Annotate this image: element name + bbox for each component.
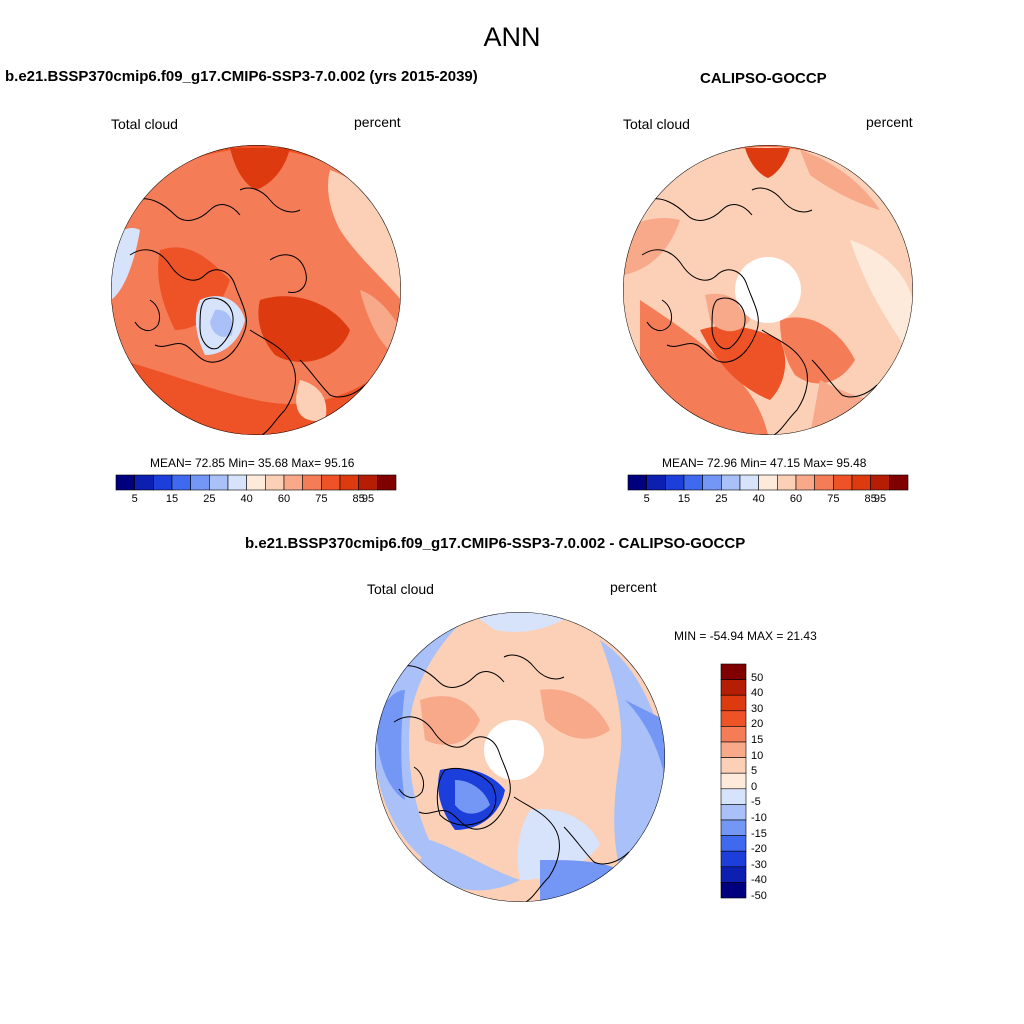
colorbar-difference-tick-label: 0 xyxy=(751,780,758,793)
panel-2-units-label: percent xyxy=(866,114,913,130)
colorbar-observations-tick-label: 25 xyxy=(715,493,728,505)
colorbar-difference-swatch xyxy=(720,772,747,790)
colorbar-model-swatch xyxy=(115,474,135,491)
panel-2-stats: MEAN= 72.96 Min= 47.15 Max= 95.48 xyxy=(662,456,867,470)
colorbar-difference-tick-label: 40 xyxy=(751,687,764,700)
panel-1-units-label: percent xyxy=(354,114,401,130)
colorbar-observations-tick-label: 95 xyxy=(873,493,887,505)
colorbar-model-tick-label: 5 xyxy=(131,493,138,505)
colorbar-observations-tick-label: 40 xyxy=(752,493,765,505)
map-difference xyxy=(375,612,665,902)
colorbar-observations-tick-label: 15 xyxy=(677,493,691,505)
colorbar-difference-tick-label: -30 xyxy=(751,858,767,871)
colorbar-difference-swatch xyxy=(720,866,747,883)
colorbar-model-swatch xyxy=(377,474,397,491)
colorbar-difference-tick-label: -10 xyxy=(751,812,767,824)
colorbar-model-tick-label: 75 xyxy=(315,493,328,505)
colorbar-difference-swatch xyxy=(720,663,747,680)
colorbar-model-swatch xyxy=(246,474,266,491)
colorbar-model-tick-label: 95 xyxy=(361,493,375,505)
colorbar-observations-swatch xyxy=(627,474,647,491)
colorbar-observations-swatch xyxy=(702,474,722,491)
colorbar-model-swatch xyxy=(302,474,322,491)
colorbar-model-swatch xyxy=(153,474,173,491)
colorbar-observations-swatch xyxy=(721,474,741,491)
colorbar-observations-swatch xyxy=(814,474,834,491)
colorbar-observations-swatch xyxy=(851,474,871,491)
colorbar-difference-tick-label: -20 xyxy=(751,843,767,856)
colorbar-model-swatch xyxy=(321,474,341,491)
colorbar-observations-swatch xyxy=(683,474,703,491)
colorbar-observations-tick-label: 60 xyxy=(789,493,803,505)
map-model xyxy=(111,145,401,435)
colorbar-difference-swatch xyxy=(720,882,747,899)
colorbar-observations-swatch xyxy=(758,474,778,491)
colorbar-observations-swatch xyxy=(665,474,685,491)
panel-1-variable-label: Total cloud xyxy=(111,116,178,132)
colorbar-difference-tick-label: 30 xyxy=(751,702,764,715)
colorbar-difference xyxy=(720,663,747,899)
colorbar-difference-tick-label: -40 xyxy=(751,874,767,887)
colorbar-difference-swatch xyxy=(720,850,747,868)
colorbar-model-swatch xyxy=(171,474,191,491)
colorbar-difference-swatch xyxy=(720,819,747,836)
colorbar-difference-swatch xyxy=(720,757,747,774)
colorbar-observations xyxy=(627,474,909,491)
colorbar-model-tick-label: 25 xyxy=(203,493,216,505)
colorbar-observations-swatch xyxy=(795,474,815,491)
colorbar-observations-swatch xyxy=(870,474,890,491)
colorbar-difference-tick-label: 5 xyxy=(751,765,758,778)
colorbar-observations-swatch xyxy=(889,474,909,491)
colorbar-model-swatch xyxy=(134,474,154,491)
panel-2-variable-label: Total cloud xyxy=(623,116,690,132)
colorbar-model-swatch xyxy=(283,474,303,491)
colorbar-difference-swatch xyxy=(720,710,747,727)
colorbar-model-swatch xyxy=(339,474,359,491)
panel-3-variable-label: Total cloud xyxy=(367,581,434,597)
colorbar-observations-swatch xyxy=(777,474,797,491)
colorbar-difference-swatch xyxy=(720,679,747,696)
colorbar-difference-swatch xyxy=(720,694,747,712)
colorbar-observations-swatch xyxy=(739,474,759,491)
colorbar-difference-swatch xyxy=(720,804,747,821)
panel-3-units-label: percent xyxy=(610,579,657,595)
colorbar-observations-tick-label: 5 xyxy=(643,493,650,505)
panel-1-title: b.e21.BSSP370cmip6.f09_g17.CMIP6-SSP3-7.… xyxy=(5,68,478,85)
colorbar-difference-tick-label: 20 xyxy=(751,718,764,731)
panel-2-title: CALIPSO-GOCCP xyxy=(700,70,827,87)
colorbar-difference-tick-label: -5 xyxy=(751,796,761,809)
colorbar-model xyxy=(115,474,397,491)
colorbar-model-swatch xyxy=(358,474,378,491)
colorbar-observations-swatch xyxy=(833,474,853,491)
colorbar-observations-tick-label: 85 xyxy=(864,493,877,505)
colorbar-model-swatch xyxy=(190,474,210,491)
panel-3-stats: MIN = -54.94 MAX = 21.43 xyxy=(674,629,817,643)
map-observations xyxy=(623,145,913,435)
colorbar-model-tick-label: 85 xyxy=(352,493,365,505)
colorbar-difference-tick-label: -50 xyxy=(751,890,767,902)
colorbar-observations-tick-label: 75 xyxy=(827,493,840,505)
colorbar-difference-swatch xyxy=(720,741,747,758)
colorbar-difference-tick-label: 50 xyxy=(751,671,764,684)
panel-3-title: b.e21.BSSP370cmip6.f09_g17.CMIP6-SSP3-7.… xyxy=(245,535,746,552)
colorbar-difference-tick-label: 10 xyxy=(751,749,764,762)
colorbar-difference-swatch xyxy=(720,788,747,805)
colorbar-model-swatch xyxy=(209,474,229,491)
colorbar-model-swatch xyxy=(265,474,285,491)
panel-1-stats: MEAN= 72.85 Min= 35.68 Max= 95.16 xyxy=(150,456,355,470)
colorbar-difference-swatch xyxy=(720,726,747,743)
figure-title: ANN xyxy=(483,22,541,52)
colorbar-difference-swatch xyxy=(720,835,747,852)
colorbar-model-tick-label: 60 xyxy=(277,493,291,505)
colorbar-model-tick-label: 40 xyxy=(240,493,253,505)
colorbar-difference-tick-label: -15 xyxy=(751,827,767,840)
colorbar-model-tick-label: 15 xyxy=(165,493,179,505)
colorbar-difference-tick-label: 15 xyxy=(751,734,764,746)
colorbar-observations-swatch xyxy=(646,474,666,491)
colorbar-model-swatch xyxy=(227,474,247,491)
